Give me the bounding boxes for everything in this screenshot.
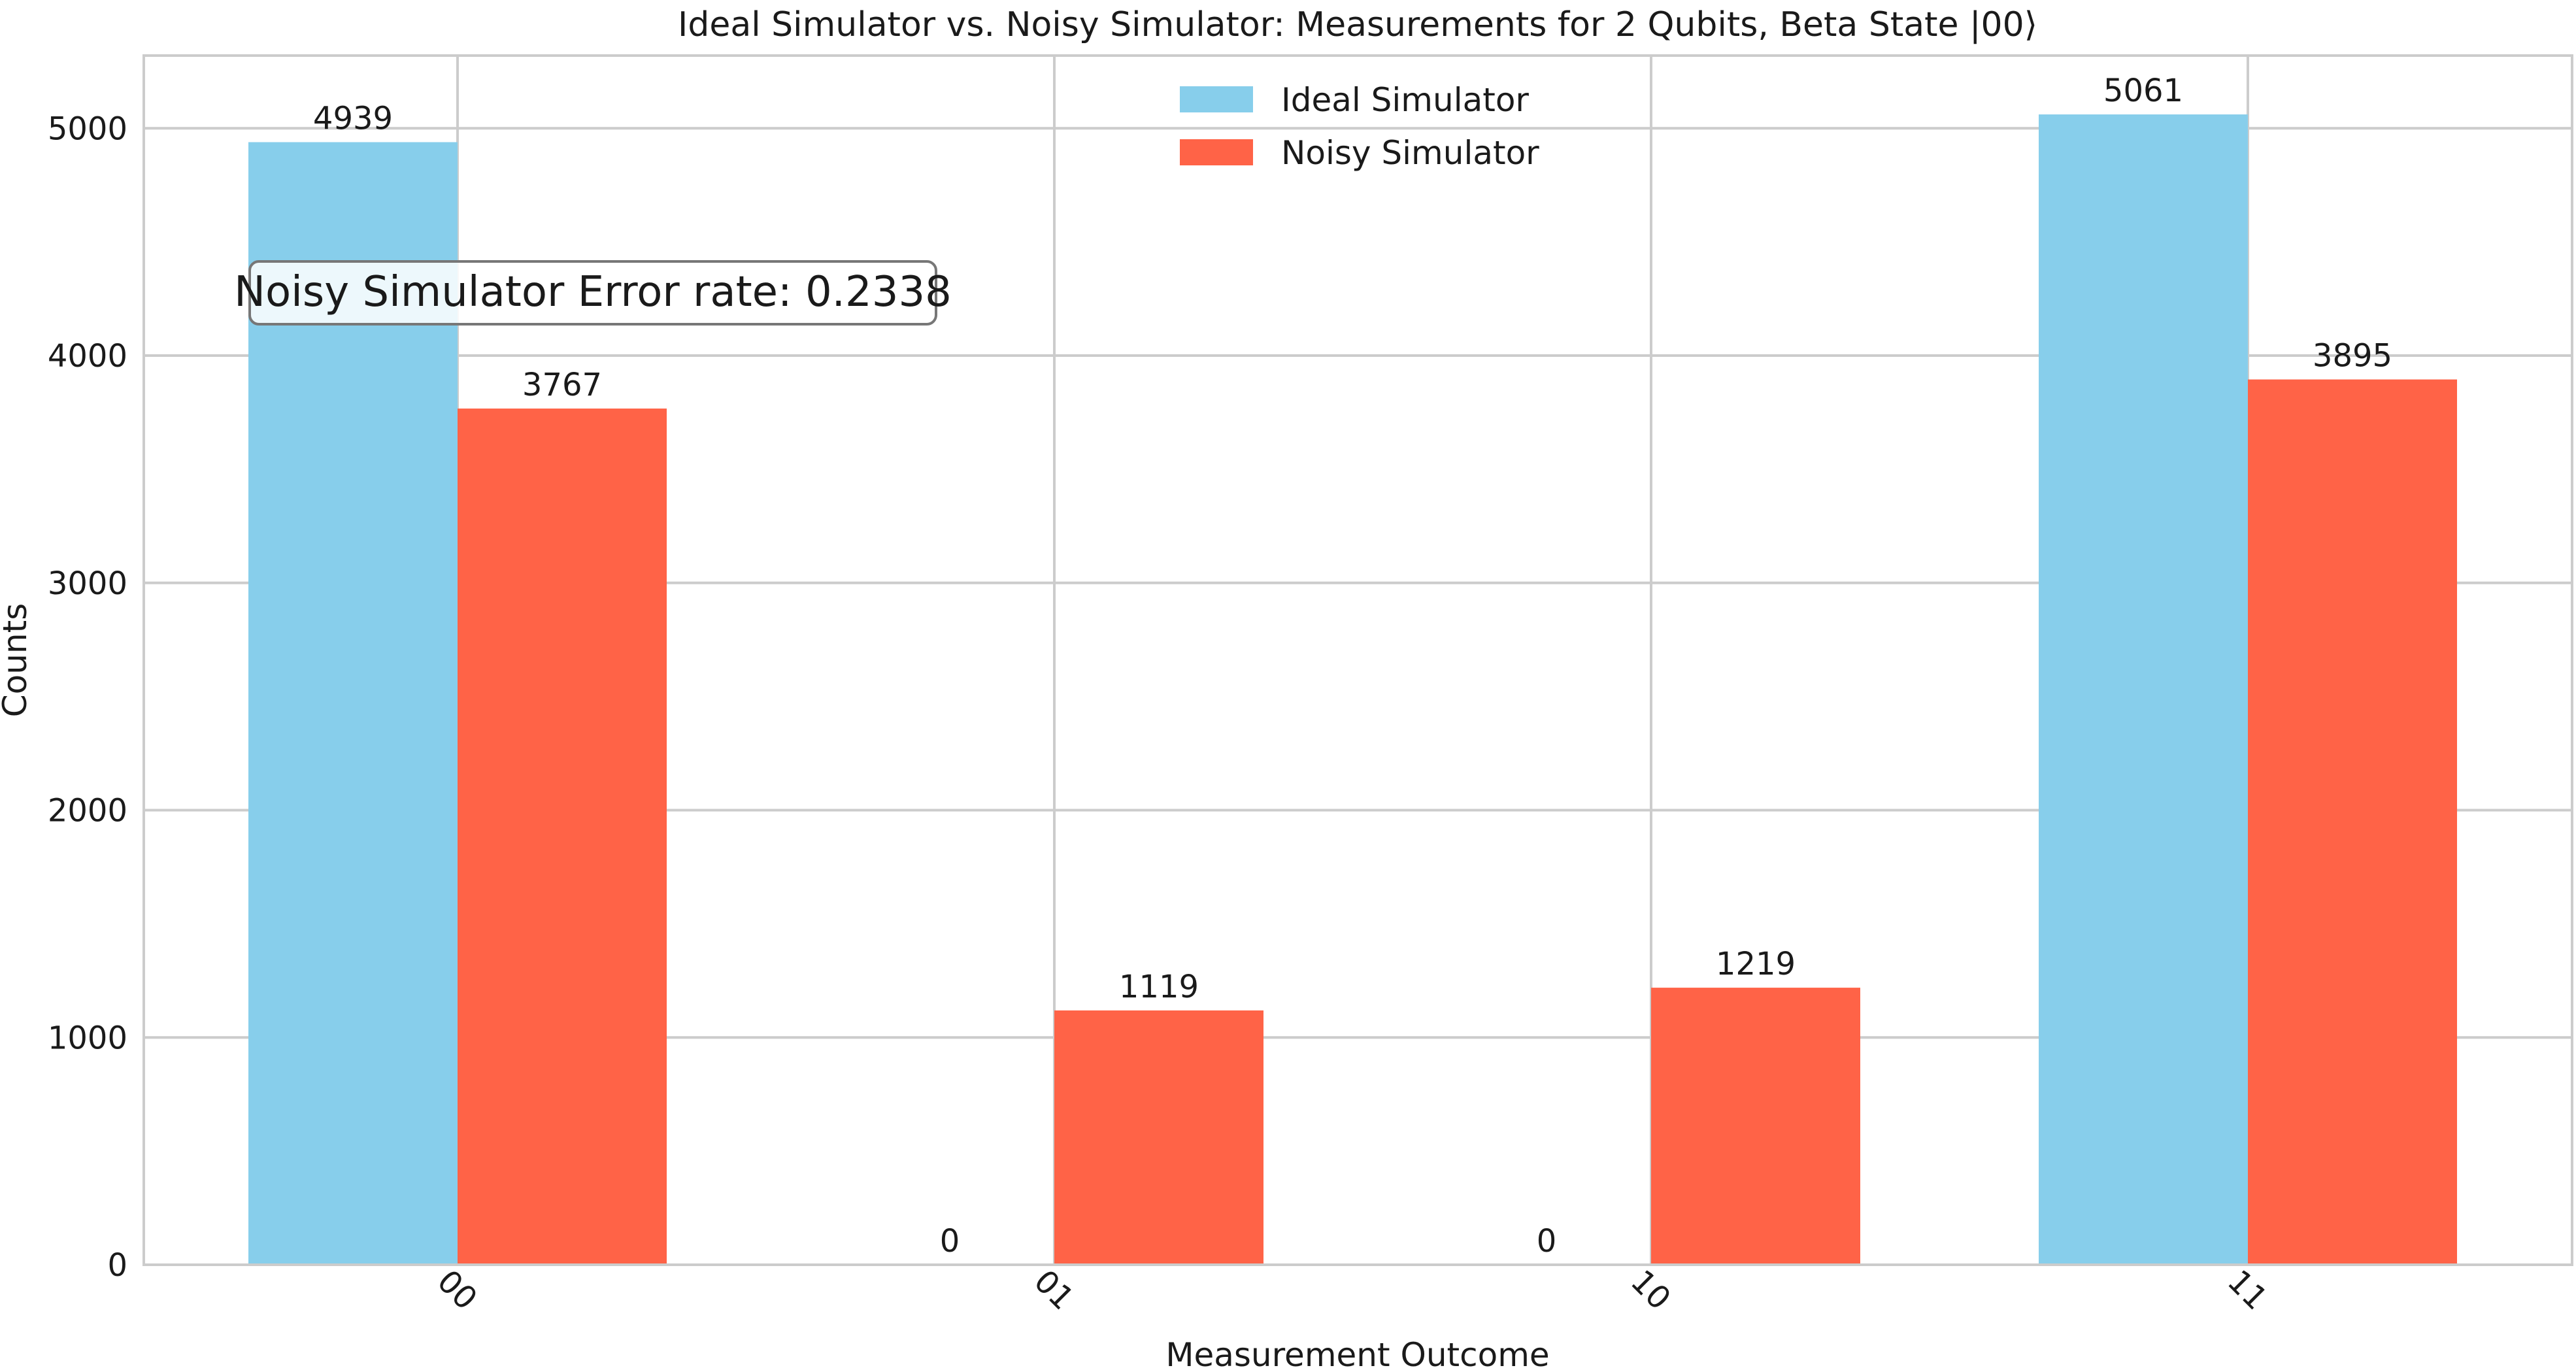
data-label: 5061: [2103, 73, 2183, 109]
annotation-box: [248, 260, 937, 326]
bar-noisy-10: [1651, 988, 1860, 1265]
y-tick-label: 0: [107, 1247, 127, 1284]
y-tick-labels: 0 1000 2000 3000 4000 5000: [48, 110, 127, 1284]
data-label: 3895: [2313, 338, 2392, 375]
chart-title: Ideal Simulator vs. Noisy Simulator: Mea…: [678, 5, 2037, 44]
bar-labels: 4939 0 0 5061 3767 1119 1219 3895: [313, 73, 2392, 1260]
bars: [248, 114, 2457, 1265]
data-label: 0: [940, 1223, 960, 1260]
annotation-text: Noisy Simulator Error rate: 0.2338: [234, 268, 952, 316]
legend-swatch-noisy: [1180, 139, 1253, 165]
y-tick-label: 3000: [48, 565, 127, 602]
bar-noisy-11: [2248, 379, 2457, 1265]
bar-ideal-11: [2039, 114, 2248, 1265]
data-label: 1119: [1119, 969, 1199, 1005]
data-label: 3767: [522, 367, 602, 403]
x-axis-label: Measurement Outcome: [1165, 1336, 1549, 1370]
y-axis-label: Counts: [0, 603, 34, 718]
legend-label-ideal: Ideal Simulator: [1281, 81, 1529, 119]
y-tick-label: 2000: [48, 793, 127, 829]
y-tick-label: 4000: [48, 338, 127, 375]
legend-swatch-ideal: [1180, 86, 1253, 112]
bar-noisy-01: [1054, 1010, 1263, 1265]
data-label: 4939: [313, 100, 393, 137]
data-label: 0: [1537, 1223, 1557, 1260]
bar-ideal-00: [248, 142, 458, 1265]
plot-frame: [142, 54, 2573, 1266]
y-tick-label: 1000: [48, 1020, 127, 1056]
error-rate-annotation: Noisy Simulator Error rate: 0.2338: [234, 260, 952, 326]
legend: Ideal Simulator Noisy Simulator: [1180, 81, 1539, 172]
data-label: 1219: [1716, 946, 1796, 982]
y-tick-label: 5000: [48, 110, 127, 147]
bar-noisy-00: [458, 409, 667, 1265]
legend-label-noisy: Noisy Simulator: [1281, 134, 1539, 172]
